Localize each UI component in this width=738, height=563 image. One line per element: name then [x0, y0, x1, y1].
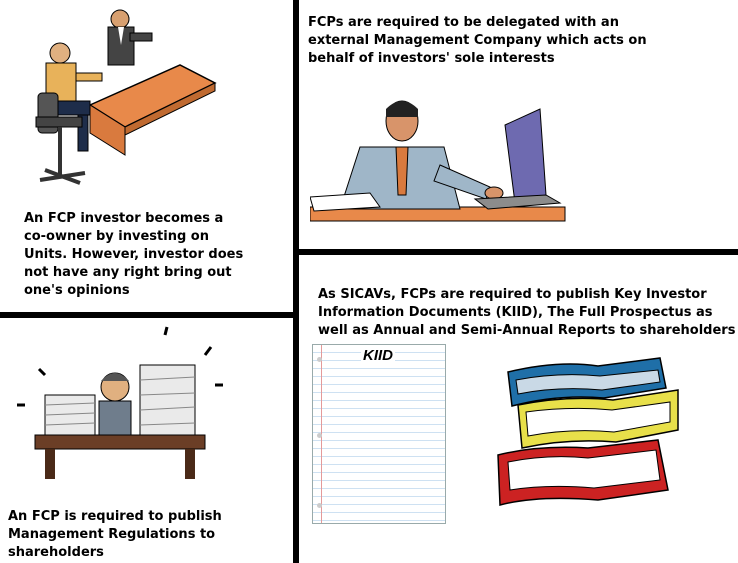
- right-horizontal-divider: [296, 249, 738, 255]
- investor-meeting-illustration: [35, 9, 217, 185]
- bottom-right-caption: As SICAVs, FCPs are required to publish …: [318, 287, 736, 338]
- left-horizontal-divider: [0, 312, 296, 318]
- laptop-worker-illustration: [310, 100, 566, 222]
- vertical-divider: [293, 0, 299, 563]
- kiid-document: KIID: [312, 344, 446, 524]
- top-right-caption: FCPs are required to be delegated with a…: [308, 15, 647, 66]
- kiid-label: KIID: [361, 347, 395, 364]
- books-stack-illustration: [497, 357, 679, 506]
- bottom-left-caption: An FCP is required to publish Management…: [8, 509, 222, 560]
- top-left-caption: An FCP investor becomes a co-owner by in…: [24, 211, 244, 298]
- stressed-worker-illustration: [17, 326, 223, 479]
